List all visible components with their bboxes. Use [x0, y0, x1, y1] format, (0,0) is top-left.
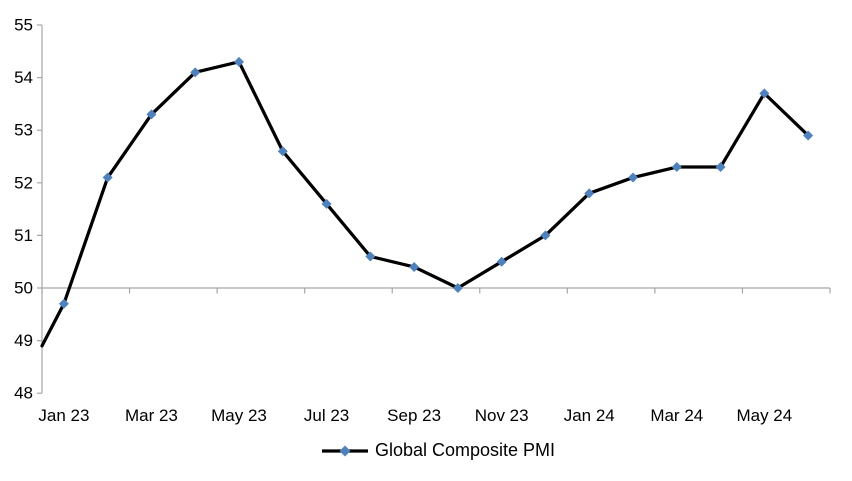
- data-point-marker: [584, 188, 595, 199]
- x-axis-tick-label: Mar 24: [650, 406, 703, 425]
- legend-label: Global Composite PMI: [374, 440, 556, 460]
- data-point-marker: [759, 88, 770, 99]
- data-point-marker: [540, 230, 551, 241]
- data-point-marker: [452, 283, 463, 293]
- x-axis-tick-label: Jan 24: [564, 406, 615, 425]
- y-axis-tick-label: 53: [14, 121, 33, 140]
- legend: Global Composite PMI: [12, 440, 852, 461]
- y-axis-tick-label: 50: [14, 279, 33, 298]
- data-point-marker: [102, 172, 113, 183]
- y-axis-tick-label: 52: [14, 173, 33, 192]
- data-point-marker: [803, 130, 814, 141]
- data-point-marker: [365, 251, 376, 262]
- data-point-marker: [277, 146, 288, 157]
- data-point-marker: [496, 256, 507, 267]
- x-axis-tick-label: May 24: [736, 406, 792, 425]
- data-point-marker: [146, 109, 157, 120]
- x-axis-tick-label: Jan 23: [38, 406, 89, 425]
- data-point-marker: [715, 162, 726, 173]
- data-point-marker: [234, 56, 244, 67]
- data-point-marker: [321, 198, 332, 209]
- pmi-series-line: [40, 60, 810, 348]
- x-axis-tick-label: May 23: [211, 406, 267, 425]
- x-axis-tick-label: Jul 23: [304, 406, 349, 425]
- data-point-marker: [58, 298, 69, 309]
- legend-line-marker-icon: [321, 445, 368, 456]
- data-point-marker: [409, 261, 420, 272]
- x-axis-tick-label: Sep 23: [387, 406, 441, 425]
- x-axis-tick-label: Mar 23: [125, 406, 178, 425]
- data-point-marker: [671, 162, 682, 173]
- y-axis-tick-label: 54: [14, 68, 33, 87]
- data-point-marker: [190, 67, 201, 78]
- data-point-marker: [628, 172, 638, 183]
- y-axis-tick-label: 51: [14, 226, 33, 245]
- y-axis-tick-label: 49: [14, 331, 33, 350]
- x-axis-tick-label: Nov 23: [475, 406, 529, 425]
- y-axis-tick-label: 55: [14, 16, 33, 35]
- y-axis-tick-label: 48: [14, 384, 33, 403]
